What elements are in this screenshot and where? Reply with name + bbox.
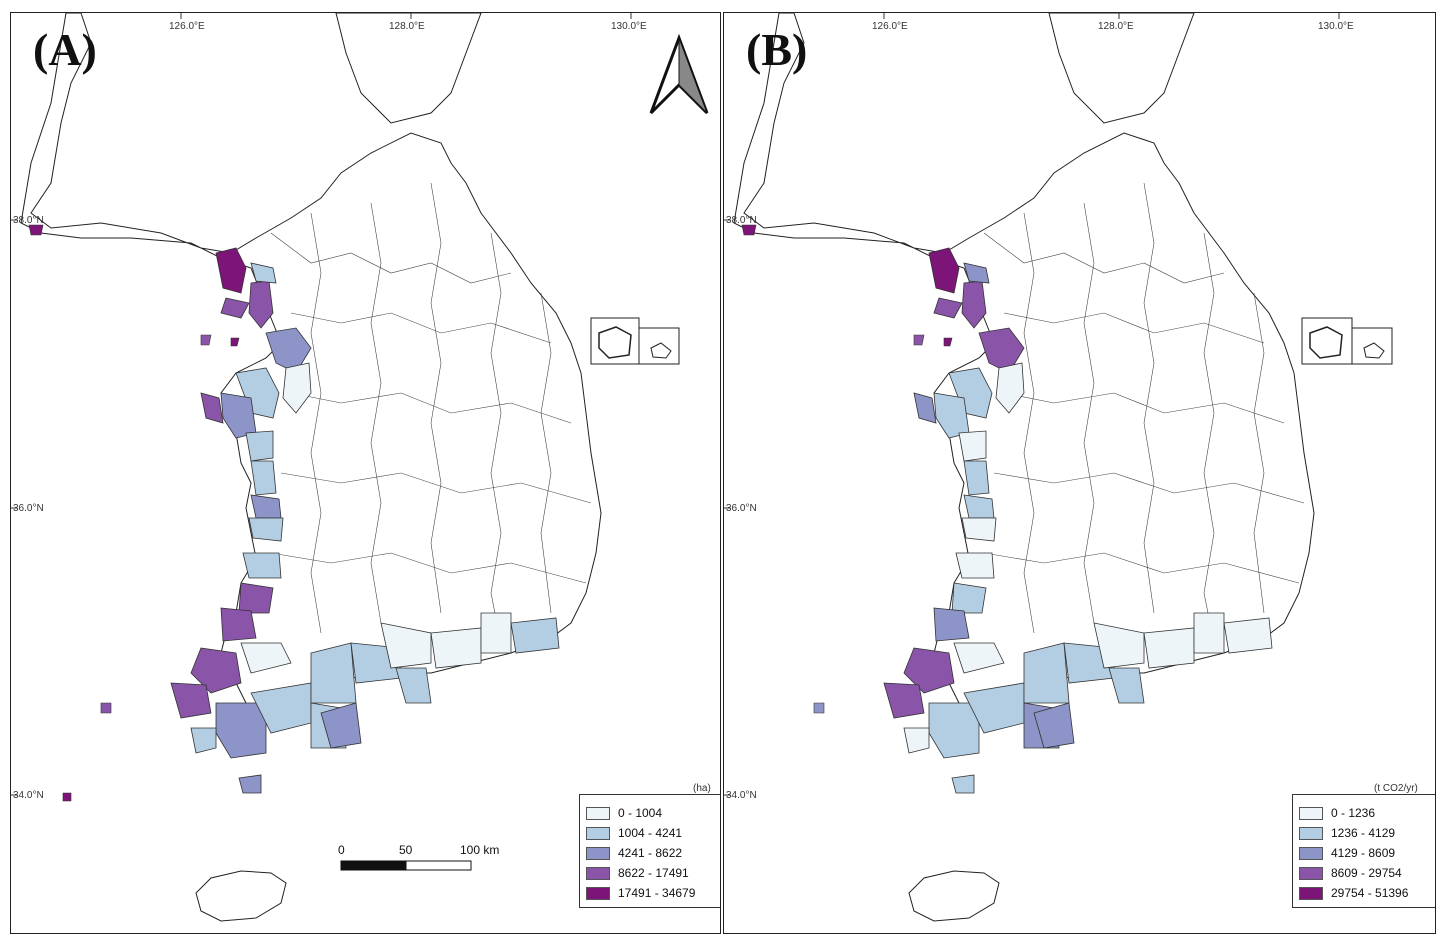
inset-boxes <box>590 317 680 365</box>
legend-unit: (ha) <box>693 783 711 794</box>
map-panel-b: (B) 126.0°E 128.0°E 130.0°E 38.0°N 36.0°… <box>723 12 1436 934</box>
legend-item: 17491 - 34679 <box>586 883 714 903</box>
korea-map-a <box>11 13 709 922</box>
choropleth-regions <box>170 247 560 794</box>
district-boundaries <box>270 182 592 644</box>
lat-label-34: 34.0°N <box>726 790 757 801</box>
legend-item: 1004 - 4241 <box>586 823 714 843</box>
inset-boxes <box>1301 317 1393 365</box>
legend-swatch <box>1299 846 1323 860</box>
scale-bar <box>340 860 472 871</box>
lat-label-38: 38.0°N <box>13 215 44 226</box>
legend-swatch <box>586 866 610 880</box>
legend-item: 29754 - 51396 <box>1299 883 1429 903</box>
jeju-island <box>908 870 1000 922</box>
north-arrow-icon <box>649 33 709 115</box>
scale-label-50: 50 <box>399 843 413 857</box>
legend-item: 4241 - 8622 <box>586 843 714 863</box>
legend-item: 0 - 1236 <box>1299 803 1429 823</box>
legend-item: 1236 - 4129 <box>1299 823 1429 843</box>
panel-label: (B) <box>746 24 808 75</box>
legend: 0 - 1004 1004 - 4241 4241 - 8622 8622 - … <box>579 794 720 908</box>
lon-label-130: 130.0°E <box>611 21 647 32</box>
lon-label-128: 128.0°E <box>389 21 425 32</box>
legend-item: 8609 - 29754 <box>1299 863 1429 883</box>
legend: 0 - 1236 1236 - 4129 4129 - 8609 8609 - … <box>1292 794 1435 908</box>
graticule-ticks <box>11 13 632 796</box>
legend-swatch <box>586 846 610 860</box>
panel-label: (A) <box>33 24 97 75</box>
legend-swatch <box>1299 886 1323 900</box>
legend-item: 4129 - 8609 <box>1299 843 1429 863</box>
legend-unit: (t CO2/yr) <box>1374 783 1418 794</box>
legend-item: 8622 - 17491 <box>586 863 714 883</box>
lon-label-126: 126.0°E <box>169 21 205 32</box>
legend-swatch <box>1299 866 1323 880</box>
lon-label-130: 130.0°E <box>1318 21 1354 32</box>
lat-label-36: 36.0°N <box>13 503 44 514</box>
legend-swatch <box>586 826 610 840</box>
lat-label-34: 34.0°N <box>13 790 44 801</box>
choropleth-regions <box>883 247 1273 794</box>
land <box>733 13 1315 734</box>
legend-swatch <box>586 806 610 820</box>
lon-label-126: 126.0°E <box>872 21 908 32</box>
map-panel-a: (A) 126.0°E 128.0°E 130.0°E 38.0°N 36.0°… <box>10 12 721 934</box>
west-islands <box>741 224 953 714</box>
lon-label-128: 128.0°E <box>1098 21 1134 32</box>
land <box>20 13 602 734</box>
korea-map-b <box>724 13 1393 922</box>
legend-swatch <box>1299 806 1323 820</box>
legend-swatch <box>1299 826 1323 840</box>
scale-label-100: 100 km <box>460 843 500 857</box>
graticule-ticks <box>724 13 1340 796</box>
lat-label-38: 38.0°N <box>726 215 757 226</box>
scale-label-0: 0 <box>338 843 345 857</box>
legend-swatch <box>586 886 610 900</box>
west-islands <box>28 224 240 802</box>
legend-item: 0 - 1004 <box>586 803 714 823</box>
district-boundaries <box>983 182 1305 644</box>
lat-label-36: 36.0°N <box>726 503 757 514</box>
jeju-island <box>195 870 287 922</box>
